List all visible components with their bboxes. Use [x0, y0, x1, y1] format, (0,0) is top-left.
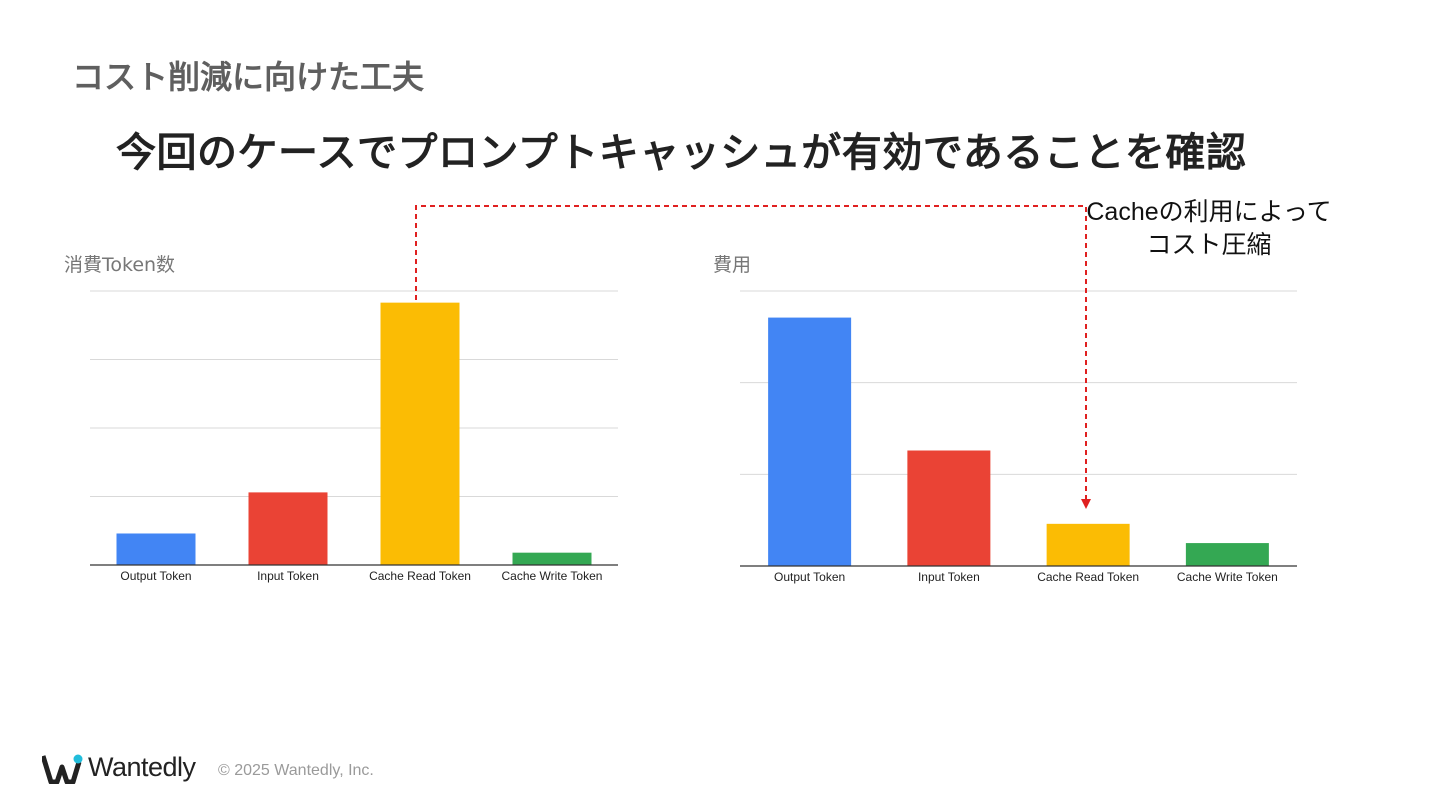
x-tick-label: Output Token [774, 570, 845, 584]
x-tick-label: Cache Write Token [1177, 570, 1278, 584]
callout-dashed-line [415, 205, 1087, 500]
callout-text: Cacheの利用によってコスト圧縮 [1086, 198, 1332, 259]
x-tick-label: Output Token [120, 569, 191, 583]
bar-cache-read-token [1046, 523, 1130, 566]
bar-input-token [248, 492, 328, 565]
bar-cache-write-token [1185, 543, 1269, 566]
x-tick-label: Cache Read Token [1037, 570, 1139, 584]
x-tick-label: Input Token [257, 569, 319, 583]
callout-connector [415, 205, 1091, 509]
chart-title-cost: 費用 [713, 254, 752, 276]
slide-headline: 今回のケースでプロンプトキャッシュが有効であることを確認 [116, 130, 1247, 176]
token-count-chart: Output Token Input Token Cache Read Token C… [90, 290, 618, 583]
x-tick-label: Cache Write Token [502, 569, 603, 583]
cost-chart: Output Token Input Token Cache Read Token C… [740, 290, 1297, 584]
bar-input-token [907, 450, 991, 566]
callout-arrowhead [1081, 499, 1091, 509]
bar-cache-read-token [380, 302, 460, 565]
x-tick-label: Cache Read Token [369, 569, 471, 583]
x-tick-label: Input Token [918, 570, 980, 584]
section-title: コスト削減に向けた工夫 [72, 58, 425, 96]
bar-output-token [768, 317, 852, 566]
chart-title-tokens: 消費Token数 [64, 254, 176, 276]
wantedly-logo-text: Wantedly [88, 752, 196, 782]
bar-output-token [116, 533, 196, 565]
wantedly-logo-icon [42, 754, 83, 784]
copyright: © 2025 Wantedly, Inc. [218, 762, 374, 779]
bar-cache-write-token [512, 552, 592, 565]
